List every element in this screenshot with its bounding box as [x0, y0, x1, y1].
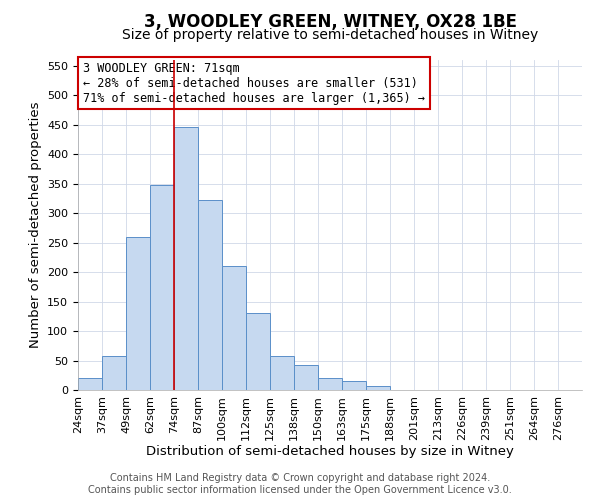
Bar	[366, 386, 390, 390]
Bar	[222, 266, 246, 390]
Bar	[126, 237, 150, 390]
Text: 3 WOODLEY GREEN: 71sqm
← 28% of semi-detached houses are smaller (531)
71% of se: 3 WOODLEY GREEN: 71sqm ← 28% of semi-det…	[83, 62, 425, 104]
Bar	[174, 126, 198, 390]
Bar	[294, 365, 318, 390]
Text: Contains HM Land Registry data © Crown copyright and database right 2024.
Contai: Contains HM Land Registry data © Crown c…	[88, 474, 512, 495]
Text: 3, WOODLEY GREEN, WITNEY, OX28 1BE: 3, WOODLEY GREEN, WITNEY, OX28 1BE	[143, 12, 517, 30]
Bar	[198, 200, 222, 390]
Y-axis label: Number of semi-detached properties: Number of semi-detached properties	[29, 102, 41, 348]
Bar	[246, 314, 270, 390]
Bar	[102, 356, 126, 390]
X-axis label: Distribution of semi-detached houses by size in Witney: Distribution of semi-detached houses by …	[146, 446, 514, 458]
Bar	[270, 356, 294, 390]
Bar	[78, 378, 102, 390]
Bar	[318, 378, 342, 390]
Bar	[150, 185, 174, 390]
Bar	[342, 381, 366, 390]
Text: Size of property relative to semi-detached houses in Witney: Size of property relative to semi-detach…	[122, 28, 538, 42]
